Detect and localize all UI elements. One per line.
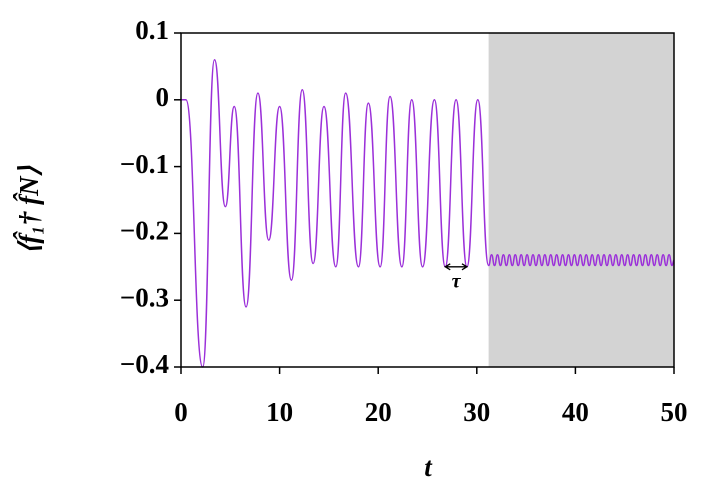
y-tick-label: −0.3	[120, 282, 169, 312]
x-tick-label: 20	[365, 397, 392, 427]
y-tick-label: 0	[156, 82, 170, 112]
x-tick-label: 30	[463, 397, 490, 427]
period-arrow	[443, 263, 469, 271]
x-tick-label: 40	[562, 397, 589, 427]
y-tick-label: −0.2	[120, 216, 169, 246]
y-tick-label: 0.1	[135, 15, 169, 45]
y-axis-label: ⟨f̂₁† f̂N⟩	[12, 165, 44, 254]
period-label: τ	[452, 270, 462, 292]
y-tick-label: −0.4	[120, 349, 169, 379]
x-tick-label: 10	[266, 397, 293, 427]
x-tick-label: 0	[174, 397, 188, 427]
data-line	[180, 58, 675, 368]
y-tick-label: −0.1	[120, 149, 169, 179]
x-tick-label: 50	[661, 397, 688, 427]
plot-frame	[180, 32, 675, 368]
x-axis-label: t	[424, 452, 433, 482]
shaded-region	[488, 33, 674, 367]
